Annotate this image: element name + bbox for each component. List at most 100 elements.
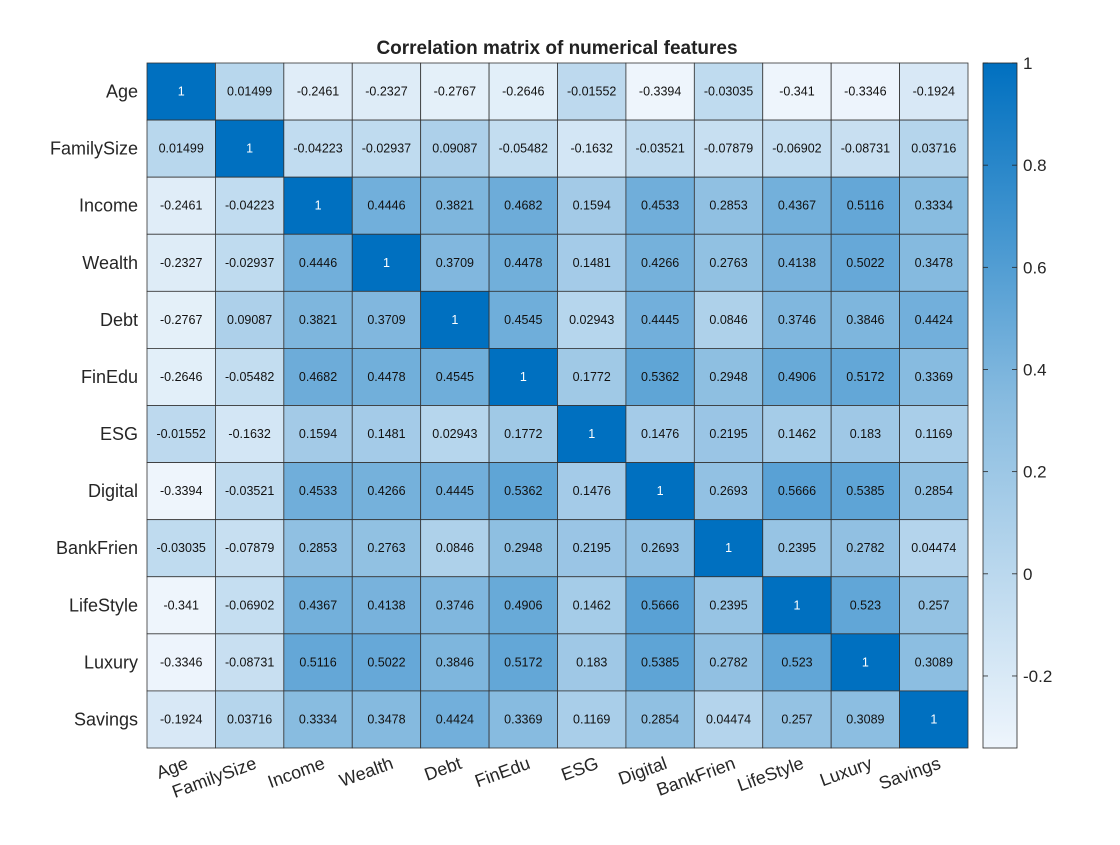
heatmap-cell <box>488 348 558 406</box>
heatmap-cell <box>215 405 285 463</box>
cell-value-label: 0.1772 <box>504 427 542 441</box>
cell-value-label: 0.5172 <box>504 655 542 669</box>
column-tick-label: Savings <box>876 753 943 794</box>
heatmap-cell <box>762 690 832 749</box>
cell-value-label: 0.1476 <box>641 427 679 441</box>
cell-value-label: 0.5362 <box>641 370 679 384</box>
cell-value-label: -0.1632 <box>228 427 270 441</box>
cell-value-label: 0.3369 <box>504 712 542 726</box>
cell-value-label: 0.3369 <box>915 370 953 384</box>
heatmap-cell <box>215 290 285 349</box>
heatmap-cell <box>830 290 900 349</box>
heatmap-cell <box>830 519 900 578</box>
heatmap-cell <box>625 290 695 349</box>
cell-value-label: 0.5666 <box>778 484 816 498</box>
cell-value-label: 0.4478 <box>504 256 542 270</box>
heatmap-cell <box>899 576 969 635</box>
cell-value-label: -0.3346 <box>160 655 202 669</box>
cell-value-label: 0.2854 <box>915 484 953 498</box>
cell-value-label: -0.2327 <box>160 256 202 270</box>
cell-value-label: 0.5116 <box>299 655 336 669</box>
row-tick-label: ESG <box>100 424 138 444</box>
heatmap-cell <box>693 633 764 692</box>
heatmap-cell <box>146 519 216 578</box>
cell-value-label: 0.3846 <box>436 655 474 669</box>
cell-value-label: -0.2461 <box>160 199 202 213</box>
cell-value-label: 1 <box>520 370 527 384</box>
heatmap-cell <box>283 405 353 463</box>
cell-value-label: -0.05482 <box>499 142 548 156</box>
cell-value-label: 0.2853 <box>299 541 337 555</box>
cell-value-label: 0.2782 <box>709 655 747 669</box>
cell-value-label: 0.2763 <box>709 256 747 270</box>
cell-value-label: 0.3089 <box>915 655 953 669</box>
cell-value-label: 1 <box>383 256 390 270</box>
heatmap-cell <box>625 633 695 692</box>
cell-value-label: -0.03035 <box>157 541 206 555</box>
cell-value-label: 0.2948 <box>504 541 542 555</box>
row-tick-label: Income <box>79 196 138 216</box>
cell-value-label: -0.2767 <box>434 85 476 99</box>
heatmap-cell <box>488 633 558 692</box>
heatmap-cell <box>351 348 422 406</box>
heatmap-cell <box>283 176 353 235</box>
heatmap-cell <box>351 633 422 692</box>
heatmap-cell <box>557 233 627 292</box>
heatmap-cell <box>215 233 285 292</box>
cell-value-label: 0.5172 <box>846 370 884 384</box>
heatmap-cell <box>283 633 353 692</box>
heatmap-cell <box>693 119 764 178</box>
cell-value-label: -0.07879 <box>225 541 274 555</box>
cell-value-label: 0.183 <box>576 655 607 669</box>
heatmap-cell <box>762 62 832 121</box>
column-tick-label: Luxury <box>817 753 875 790</box>
cell-value-label: 0.5362 <box>504 484 542 498</box>
cell-value-label: 0.1462 <box>573 598 611 612</box>
cell-value-label: 0.09087 <box>227 313 272 327</box>
cell-value-label: 0.3089 <box>846 712 884 726</box>
row-labels: Age FamilySize Income Wealth Debt FinEdu ESG Di… <box>50 82 138 730</box>
heatmap-cell <box>899 519 969 578</box>
row-tick-label: FamilySize <box>50 139 138 159</box>
cell-value-label: 0.2782 <box>846 541 884 555</box>
cell-value-label: 0.2763 <box>367 541 405 555</box>
cell-value-label: 0.2195 <box>573 541 611 555</box>
cell-value-label: 0.4545 <box>504 313 542 327</box>
cell-value-label: 0.04474 <box>706 712 751 726</box>
cell-value-label: 0.03716 <box>911 142 956 156</box>
row-tick-label: BankFrien <box>56 538 138 558</box>
heatmap-cell <box>899 462 969 521</box>
heatmap-cell <box>557 633 627 692</box>
heatmap-cell <box>420 62 490 121</box>
heatmap-cell <box>420 405 490 463</box>
cell-value-label: 1 <box>793 598 800 612</box>
cell-value-label: 0.3478 <box>915 256 953 270</box>
cell-value-label: 0.5385 <box>641 655 679 669</box>
heatmap-cell <box>625 519 695 578</box>
heatmap-cell <box>488 119 558 178</box>
cell-value-label: 0.4478 <box>367 370 405 384</box>
cell-value-label: -0.3394 <box>639 85 681 99</box>
cell-value-label: 0.4424 <box>436 712 474 726</box>
column-tick-label: Debt <box>422 753 465 785</box>
cell-value-label: 0.4533 <box>641 199 679 213</box>
colorbar-tick-label: 0 <box>1023 565 1032 584</box>
column-tick-label: BankFrien <box>654 753 738 800</box>
cell-value-label: 0.4445 <box>641 313 679 327</box>
heatmap-cell <box>146 462 216 521</box>
heatmap-cell <box>830 233 900 292</box>
heatmap-cell <box>899 690 969 749</box>
cell-value-label: -0.2461 <box>297 85 339 99</box>
heatmap-cell <box>215 576 285 635</box>
heatmap-cell <box>899 633 969 692</box>
heatmap-cell <box>420 690 490 749</box>
heatmap-cell <box>146 405 216 463</box>
heatmap-cell <box>625 348 695 406</box>
heatmap-cell <box>625 576 695 635</box>
heatmap-cell <box>830 176 900 235</box>
colorbar-tick-label: 0.2 <box>1023 463 1047 482</box>
heatmap-cell <box>488 519 558 578</box>
column-tick-label: LifeStyle <box>735 753 807 795</box>
